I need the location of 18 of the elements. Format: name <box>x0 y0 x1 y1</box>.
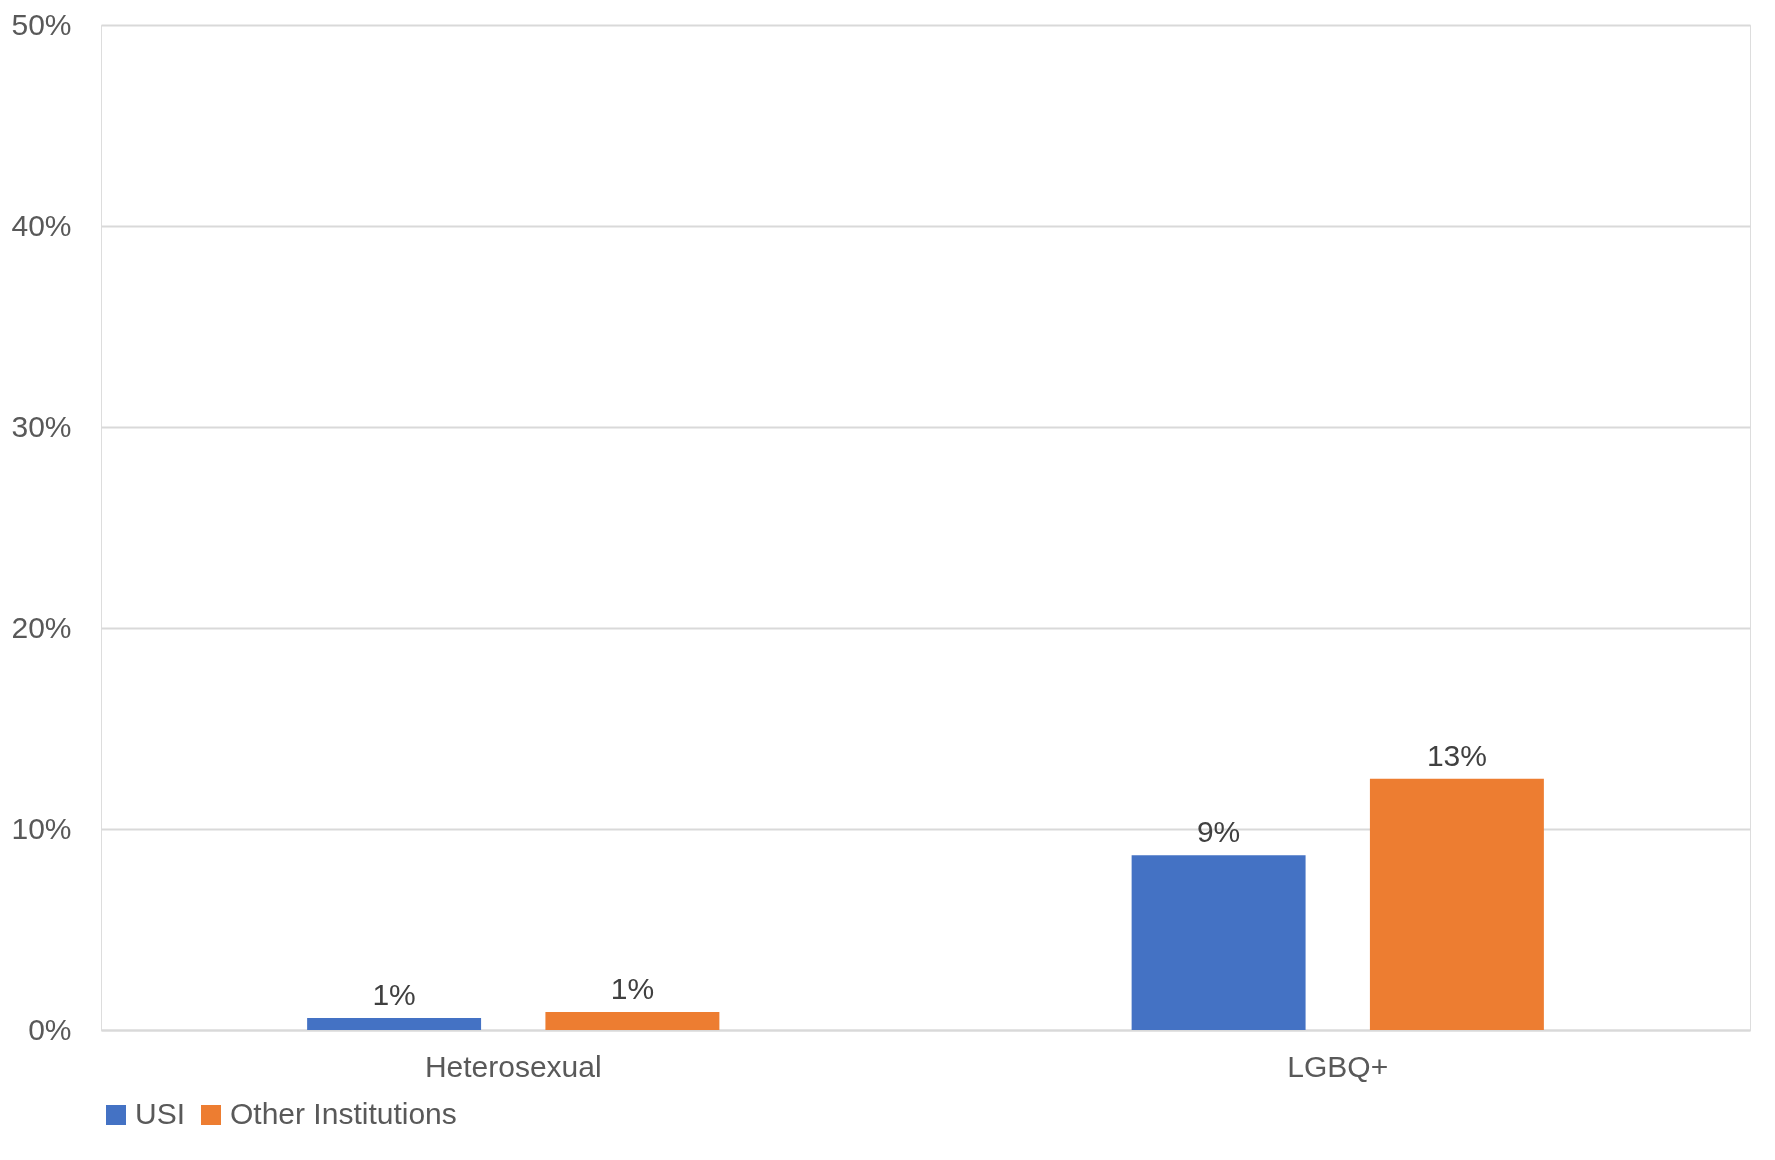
y-tick-label: 40% <box>11 208 72 242</box>
bar <box>1369 778 1544 1030</box>
x-tick-label: LGBQ+ <box>1287 1049 1389 1083</box>
y-tick-label: 30% <box>11 409 72 443</box>
legend-label: Other Institutions <box>230 1097 457 1130</box>
y-tick-label: 0% <box>28 1012 72 1046</box>
y-tick-label: 20% <box>11 610 72 644</box>
bar <box>545 1011 720 1030</box>
data-label: 13% <box>1426 738 1487 772</box>
y-tick-label: 50% <box>11 7 72 41</box>
data-label: 9% <box>1196 815 1241 849</box>
y-tick-label: 10% <box>11 811 72 845</box>
data-label: 1% <box>372 977 416 1011</box>
bar <box>1131 855 1306 1030</box>
legend-label: USI <box>135 1097 186 1130</box>
x-tick-label: Heterosexual <box>424 1049 602 1083</box>
data-label: 1% <box>610 971 655 1005</box>
bar <box>307 1017 482 1030</box>
